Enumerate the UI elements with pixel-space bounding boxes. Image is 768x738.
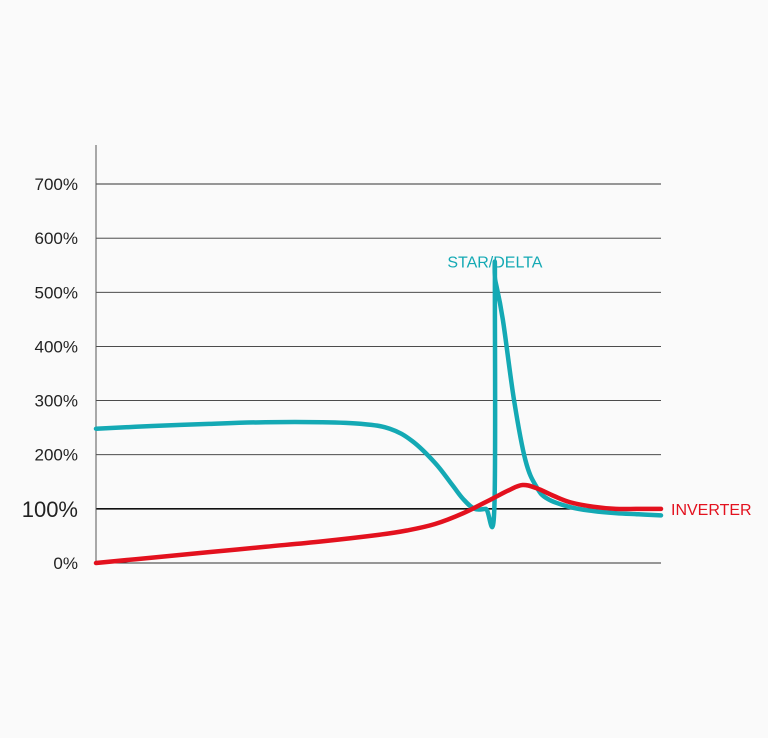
series-label: INVERTER <box>671 502 752 519</box>
y-tick-label: 100% <box>22 497 78 522</box>
y-tick-label: 600% <box>35 229 78 248</box>
series-line-star-delta <box>93 259 664 530</box>
y-axis-ticks: 0% 100% 200% 300% 400% 500% 600% 700% <box>22 175 78 573</box>
y-tick-label: 200% <box>35 446 78 465</box>
y-tick-label: 700% <box>35 175 78 194</box>
y-tick-label: 500% <box>35 283 78 302</box>
series-label: STAR/DELTA <box>447 254 542 271</box>
y-tick-label: 0% <box>53 554 78 573</box>
series-labels: STAR/DELTA INVERTER <box>447 254 751 518</box>
y-tick-label: 400% <box>35 337 78 356</box>
grid-lines <box>96 183 661 564</box>
series-line-inverter <box>93 482 664 566</box>
y-tick-label: 300% <box>35 392 78 411</box>
series-lines <box>93 259 664 566</box>
